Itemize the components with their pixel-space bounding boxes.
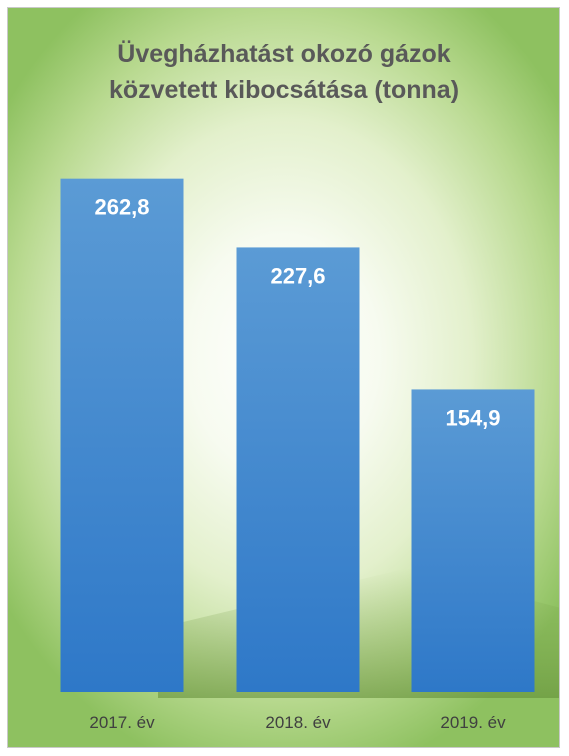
bar-1 bbox=[60, 178, 184, 692]
x-tick-label-2: 2018. év bbox=[265, 713, 331, 732]
x-tick-label-3: 2019. év bbox=[440, 713, 506, 732]
data-label-1: 262,8 bbox=[94, 195, 149, 220]
x-axis-ticks-group: 2017. év 2018. év 2019. év bbox=[89, 713, 506, 732]
data-label-3: 154,9 bbox=[445, 405, 500, 430]
bar-chart: Üvegházhatást okozó gázok közvetett kibo… bbox=[60, 39, 559, 732]
chart-title-line-2: közvetett kibocsátása (tonna) bbox=[109, 76, 459, 104]
data-labels-group: 262,8 227,6 154,9 bbox=[94, 195, 500, 431]
data-label-2: 227,6 bbox=[270, 263, 325, 288]
bar-2 bbox=[236, 247, 360, 692]
bar-3 bbox=[411, 389, 535, 692]
chart-area: Üvegházhatást okozó gázok közvetett kibo… bbox=[7, 7, 560, 748]
x-tick-label-1: 2017. év bbox=[89, 713, 155, 732]
bars-group bbox=[60, 178, 535, 692]
chart-title-line-1: Üvegházhatást okozó gázok bbox=[117, 39, 450, 68]
